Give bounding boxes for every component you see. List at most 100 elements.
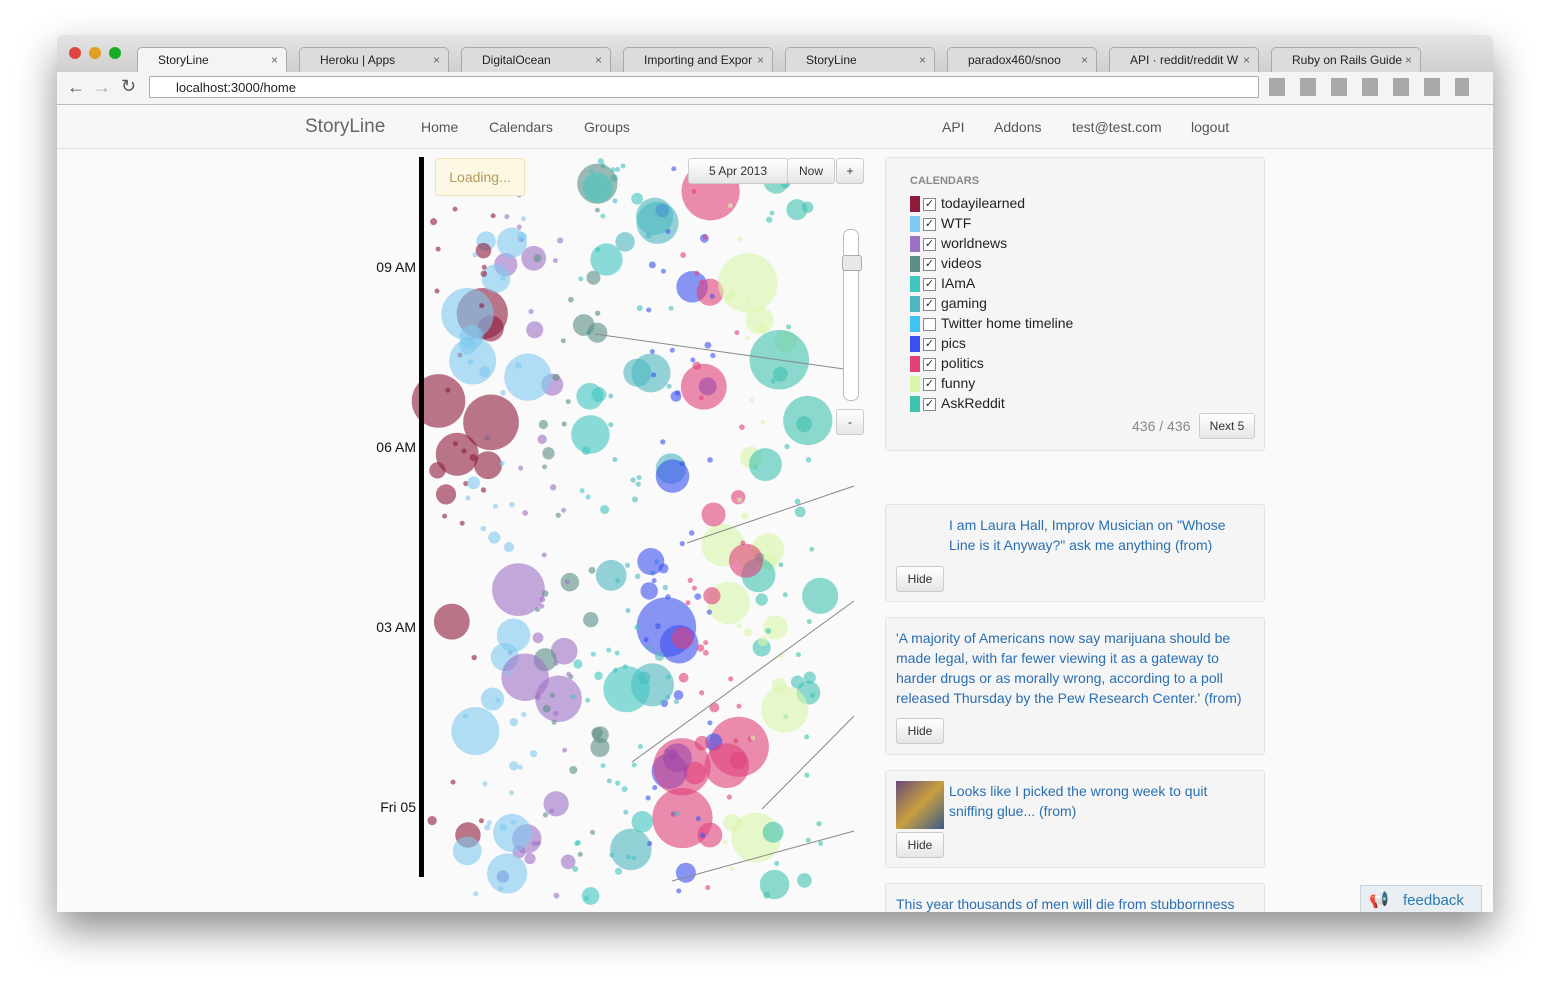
bubble[interactable] bbox=[597, 158, 604, 165]
post-text[interactable]: This year thousands of men will die from… bbox=[896, 896, 1235, 912]
bubble[interactable] bbox=[542, 704, 551, 713]
tab-close[interactable]: × bbox=[918, 53, 926, 67]
bubble[interactable] bbox=[510, 819, 516, 825]
next-button[interactable]: Next 5 bbox=[1199, 413, 1255, 439]
bubble[interactable] bbox=[503, 541, 515, 553]
bubble[interactable] bbox=[734, 330, 740, 336]
bubble[interactable] bbox=[595, 559, 627, 591]
bubble[interactable] bbox=[722, 839, 728, 845]
bubble[interactable] bbox=[702, 649, 709, 656]
bubble[interactable] bbox=[673, 699, 679, 705]
zoom-in[interactable]: + bbox=[836, 158, 864, 184]
bubble[interactable] bbox=[459, 520, 465, 526]
bubble[interactable] bbox=[707, 720, 713, 726]
zoom-out[interactable]: - bbox=[836, 409, 864, 435]
bubble[interactable] bbox=[565, 399, 571, 405]
bubble[interactable] bbox=[530, 750, 538, 758]
bubble[interactable] bbox=[804, 734, 810, 740]
bubble[interactable] bbox=[472, 252, 478, 258]
bubble[interactable] bbox=[520, 216, 526, 222]
bubble[interactable] bbox=[484, 824, 491, 831]
bubble[interactable] bbox=[690, 357, 696, 363]
bubble[interactable] bbox=[631, 810, 654, 833]
hide-button[interactable]: Hide bbox=[896, 718, 944, 744]
bubble[interactable] bbox=[665, 594, 671, 600]
bubble[interactable] bbox=[624, 562, 631, 568]
bubble[interactable] bbox=[726, 794, 732, 800]
bubble[interactable] bbox=[441, 287, 494, 341]
bubble[interactable] bbox=[492, 563, 545, 617]
bubble[interactable] bbox=[701, 502, 726, 527]
bubble[interactable] bbox=[561, 421, 567, 427]
bubble[interactable] bbox=[600, 213, 606, 219]
bubble[interactable] bbox=[560, 572, 580, 592]
bubble[interactable] bbox=[615, 780, 621, 786]
bubble[interactable] bbox=[573, 659, 583, 669]
bubble[interactable] bbox=[623, 809, 629, 815]
bubble[interactable] bbox=[728, 543, 764, 578]
tab-close[interactable]: × bbox=[432, 53, 440, 67]
bubble[interactable] bbox=[566, 671, 572, 677]
bubble[interactable] bbox=[784, 443, 790, 450]
bubble[interactable] bbox=[480, 525, 487, 532]
bubble[interactable] bbox=[480, 487, 487, 493]
bubble[interactable] bbox=[676, 888, 682, 894]
bubble[interactable] bbox=[763, 615, 788, 640]
bubble[interactable] bbox=[549, 808, 555, 814]
calendar-item[interactable]: Twitter home timeline bbox=[910, 313, 1073, 333]
bubble[interactable] bbox=[636, 197, 674, 235]
date-button[interactable]: 5 Apr 2013 bbox=[688, 158, 788, 184]
bubble[interactable] bbox=[649, 348, 655, 354]
bubble[interactable] bbox=[539, 596, 546, 603]
bubble[interactable] bbox=[675, 862, 696, 883]
bubble[interactable] bbox=[526, 321, 544, 339]
bubble[interactable] bbox=[655, 459, 690, 493]
bubble[interactable] bbox=[435, 432, 479, 476]
bubble[interactable] bbox=[561, 507, 567, 513]
tab[interactable]: StoryLine × bbox=[137, 47, 287, 72]
bubble[interactable] bbox=[517, 764, 523, 770]
bubble[interactable] bbox=[571, 415, 610, 454]
bubble[interactable] bbox=[499, 823, 507, 832]
bubble[interactable] bbox=[694, 593, 702, 600]
bubble[interactable] bbox=[782, 592, 788, 598]
bubble[interactable] bbox=[794, 506, 806, 518]
bubble[interactable] bbox=[572, 866, 579, 873]
nav-link[interactable]: Addons bbox=[994, 119, 1042, 135]
bubble[interactable] bbox=[635, 481, 641, 487]
bubble[interactable] bbox=[609, 852, 615, 858]
bubble[interactable] bbox=[496, 618, 531, 652]
bubble[interactable] bbox=[508, 790, 514, 796]
bubble[interactable] bbox=[631, 192, 644, 205]
bubble[interactable] bbox=[515, 362, 522, 369]
bubble[interactable] bbox=[731, 490, 746, 505]
bubble[interactable] bbox=[699, 832, 706, 839]
bubble[interactable] bbox=[582, 172, 613, 203]
bubble[interactable] bbox=[631, 855, 637, 861]
back[interactable]: ← bbox=[67, 77, 85, 97]
bubble[interactable] bbox=[577, 851, 583, 857]
bubble[interactable] bbox=[660, 439, 666, 445]
bubble[interactable] bbox=[549, 692, 555, 698]
bubble[interactable] bbox=[478, 818, 484, 824]
bubble[interactable] bbox=[541, 590, 549, 597]
bubble[interactable] bbox=[671, 166, 677, 172]
tab-close[interactable]: × bbox=[270, 53, 278, 67]
tab[interactable]: Heroku | Apps × bbox=[299, 47, 449, 72]
bubble[interactable] bbox=[802, 577, 839, 614]
bubble[interactable] bbox=[583, 612, 599, 628]
bubble[interactable] bbox=[809, 546, 815, 552]
bubble[interactable] bbox=[480, 270, 488, 277]
bubble[interactable] bbox=[482, 781, 488, 787]
bubble[interactable] bbox=[542, 812, 549, 818]
bubble[interactable] bbox=[463, 480, 469, 487]
bubble[interactable] bbox=[533, 254, 542, 263]
bubble[interactable] bbox=[501, 653, 549, 701]
bubble[interactable] bbox=[744, 335, 750, 341]
bubble[interactable] bbox=[479, 303, 485, 309]
bubble[interactable] bbox=[451, 707, 500, 756]
bubble[interactable] bbox=[728, 676, 734, 682]
bubble[interactable] bbox=[588, 168, 594, 174]
bubble[interactable] bbox=[766, 216, 773, 223]
bubble[interactable] bbox=[542, 447, 555, 460]
